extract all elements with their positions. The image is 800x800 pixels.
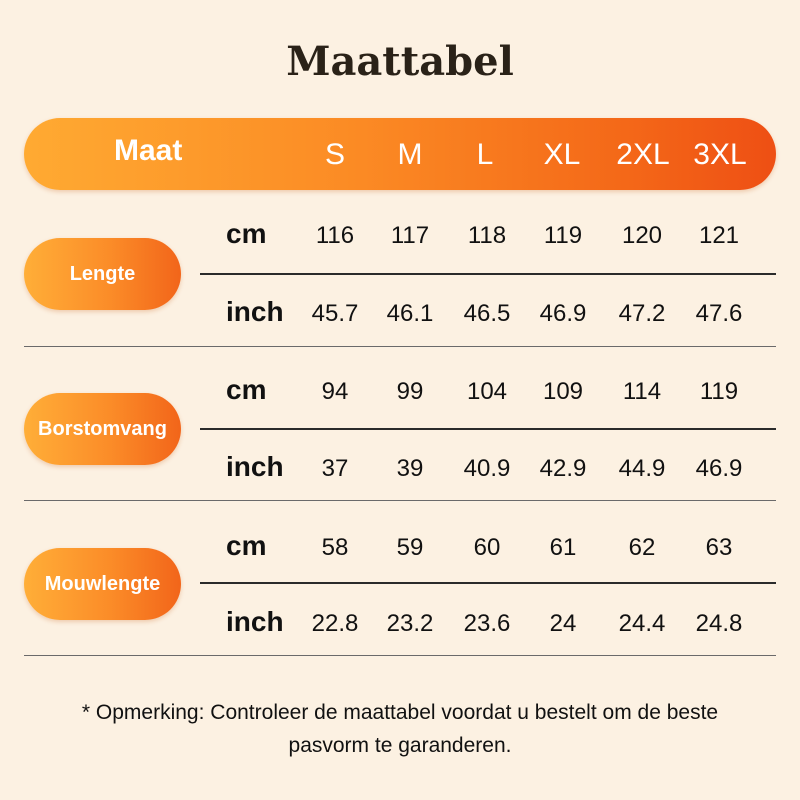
- unit-label-inch: inch: [226, 451, 284, 482]
- table-cell: 24: [549, 610, 577, 637]
- section-divider: [24, 655, 776, 656]
- size-header-2xl: 2XL: [616, 138, 670, 171]
- table-cell: 39: [396, 455, 424, 482]
- table-cell: 47.6: [695, 300, 743, 327]
- size-header-s: S: [324, 138, 345, 171]
- table-cell: 24.4: [618, 610, 666, 637]
- table-cell: 23.2: [386, 610, 434, 637]
- unit-label-cm: cm: [226, 218, 267, 249]
- table-cell: 37: [321, 455, 349, 482]
- table-cell: 24.8: [695, 610, 743, 637]
- row-divider: [200, 428, 776, 430]
- section-divider: [24, 346, 776, 347]
- section-divider: [24, 500, 776, 501]
- row-divider: [200, 273, 776, 275]
- table-cell: 94: [321, 378, 349, 405]
- table-cell: 117: [390, 222, 430, 249]
- table-cell: 104: [466, 378, 508, 405]
- table-cell: 46.9: [695, 455, 743, 482]
- table-cell: 58: [321, 534, 349, 561]
- fit-note: * Opmerking: Controleer de maattabel voo…: [81, 701, 719, 757]
- section-label-borstomvang: Borstomvang: [24, 393, 181, 465]
- table-cell: 59: [396, 534, 424, 561]
- table-cell: 114: [622, 378, 662, 405]
- size-header-xl: XL: [543, 138, 581, 171]
- table-cell: 63: [705, 534, 733, 561]
- page-title: Maattabel: [286, 38, 514, 85]
- header-maat-label: Maat: [114, 134, 183, 167]
- unit-label-cm: cm: [226, 374, 267, 405]
- table-cell: 120: [621, 222, 663, 249]
- table-cell: 119: [699, 378, 739, 405]
- unit-label-inch: inch: [226, 296, 284, 327]
- table-cell: 22.8: [311, 610, 359, 637]
- table-cell: 46.9: [539, 300, 587, 327]
- table-cell: 42.9: [539, 455, 587, 482]
- table-cell: 60: [473, 534, 501, 561]
- table-cell: 47.2: [618, 300, 666, 327]
- table-cell: 116: [315, 222, 355, 249]
- table-cell: 46.1: [386, 300, 434, 327]
- table-cell: 118: [467, 222, 507, 249]
- size-header-m: M: [397, 138, 423, 171]
- table-cell: 44.9: [618, 455, 666, 482]
- table-cell: 61: [549, 534, 577, 561]
- table-cell: 40.9: [463, 455, 511, 482]
- table-cell: 46.5: [463, 300, 511, 327]
- unit-label-cm: cm: [226, 530, 267, 561]
- section-label-mouwlengte: Mouwlengte: [24, 548, 181, 620]
- row-divider: [200, 582, 776, 584]
- section-label-lengte: Lengte: [24, 238, 181, 310]
- table-cell: 23.6: [463, 610, 511, 637]
- header-bar: [24, 118, 776, 190]
- table-cell: 109: [542, 378, 584, 405]
- unit-label-inch: inch: [226, 606, 284, 637]
- table-cell: 62: [628, 534, 656, 561]
- table-cell: 119: [543, 222, 583, 249]
- table-cell: 45.7: [311, 300, 359, 327]
- size-header-l: L: [476, 138, 494, 171]
- size-header-3xl: 3XL: [693, 138, 747, 171]
- table-cell: 121: [698, 222, 740, 249]
- table-cell: 99: [396, 378, 424, 405]
